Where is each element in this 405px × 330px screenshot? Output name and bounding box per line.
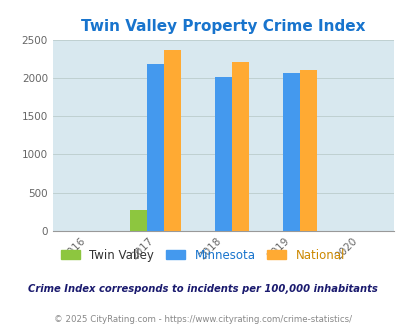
Title: Twin Valley Property Crime Index: Twin Valley Property Crime Index [81,19,364,34]
Text: Crime Index corresponds to incidents per 100,000 inhabitants: Crime Index corresponds to incidents per… [28,284,377,294]
Bar [231,62,248,231]
Bar [214,78,231,231]
Bar [282,73,299,231]
Legend: Twin Valley, Minnesota, National: Twin Valley, Minnesota, National [58,245,347,265]
Bar [299,70,316,231]
Bar [146,64,163,231]
Bar [163,50,180,231]
Text: © 2025 CityRating.com - https://www.cityrating.com/crime-statistics/: © 2025 CityRating.com - https://www.city… [54,315,351,324]
Bar [129,210,146,231]
